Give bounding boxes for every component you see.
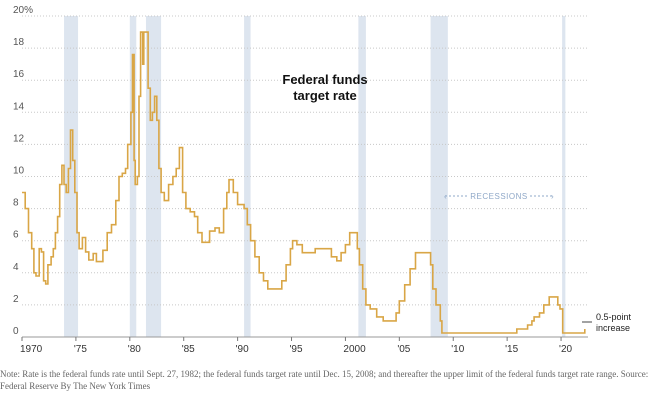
y-tick-label-6: 6 bbox=[13, 230, 19, 241]
end-label-line-1: 0.5-point bbox=[596, 312, 632, 322]
x-tick-label-1975: '75 bbox=[74, 344, 87, 355]
recessions-label: RECESSIONS bbox=[470, 192, 527, 201]
end-label-line-2: increase bbox=[596, 323, 630, 333]
recession-band-1 bbox=[64, 16, 79, 337]
y-tick-label-2: 2 bbox=[13, 294, 19, 305]
x-axis-ticks: 1970 '75 '80 '85 '90 '95 2000 '05 '10 '15 '20 bbox=[20, 337, 573, 355]
x-tick-label-2005: '05 bbox=[397, 344, 410, 355]
y-tick-label-4: 4 bbox=[13, 262, 19, 273]
recessions-label-group: ‹ RECESSIONS › bbox=[444, 192, 554, 201]
x-tick-label-1985: '85 bbox=[182, 344, 195, 355]
recession-band-7 bbox=[562, 16, 566, 337]
chart-title-line-2: target rate bbox=[293, 88, 357, 103]
chart-title-line-1: Federal funds bbox=[282, 72, 367, 87]
x-tick-label-1990: '90 bbox=[236, 344, 249, 355]
recessions-arrowhead-right: › bbox=[551, 192, 554, 201]
y-tick-label-16: 16 bbox=[13, 69, 25, 80]
note-credit: By The New York Times bbox=[60, 381, 151, 391]
y-tick-label-14: 14 bbox=[13, 101, 25, 112]
note-text: Note: Rate is the federal funds rate unt… bbox=[0, 369, 619, 379]
note-source: Source: Federal Reserve bbox=[0, 369, 649, 391]
annotations: Federal funds target rate ‹ RECESSIONS ›… bbox=[282, 72, 631, 333]
x-tick-label-1980: '80 bbox=[128, 344, 141, 355]
federal-funds-rate-chart: 0 2 4 6 8 10 12 14 16 18 20% 1970 '75 '80 '85 '90 '95 20… bbox=[13, 5, 632, 355]
recessions-arrowhead-left: ‹ bbox=[444, 192, 447, 201]
x-tick-label-2010: '10 bbox=[451, 344, 464, 355]
x-tick-label-1970: 1970 bbox=[20, 344, 43, 355]
x-tick-label-1995: '95 bbox=[290, 344, 303, 355]
y-tick-label-20: 20% bbox=[13, 5, 33, 16]
y-tick-label-0: 0 bbox=[13, 326, 19, 337]
y-tick-label-10: 10 bbox=[13, 166, 25, 177]
chart-note: Note: Rate is the federal funds rate unt… bbox=[0, 368, 662, 392]
x-tick-label-2000: 2000 bbox=[343, 344, 366, 355]
x-tick-label-2020: '20 bbox=[559, 344, 572, 355]
y-tick-label-18: 18 bbox=[13, 37, 25, 48]
y-tick-label-8: 8 bbox=[13, 198, 19, 209]
y-gridlines bbox=[22, 15, 588, 338]
y-tick-label-12: 12 bbox=[13, 133, 25, 144]
rate-series-line bbox=[22, 31, 586, 334]
recession-band-5 bbox=[358, 16, 366, 337]
x-tick-label-2015: '15 bbox=[505, 344, 518, 355]
y-axis-ticks: 0 2 4 6 8 10 12 14 16 18 20% bbox=[13, 5, 33, 337]
